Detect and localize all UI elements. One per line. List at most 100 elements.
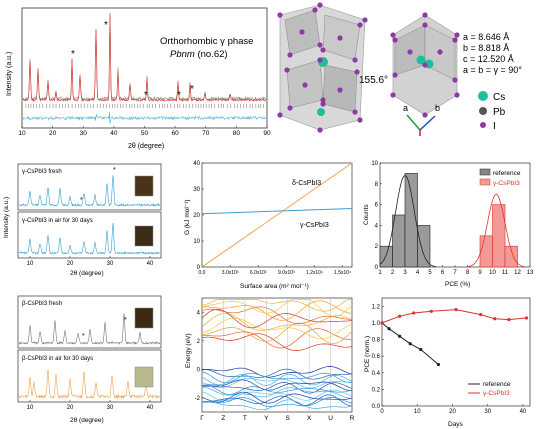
x-tick-label: 0.0 — [199, 270, 206, 276]
conduction-band — [201, 306, 353, 325]
i-atom — [287, 105, 293, 111]
y-tick-label: 10 — [371, 161, 378, 167]
i-atom — [437, 49, 443, 55]
i-atom — [320, 101, 326, 107]
peak-marker: * — [71, 49, 75, 60]
i-atom — [362, 17, 368, 23]
x-tick-label: 11 — [502, 270, 509, 276]
conduction-band — [202, 328, 353, 349]
aged-pattern — [18, 222, 161, 255]
valence-band — [201, 396, 353, 407]
i-atom — [352, 109, 358, 115]
i-atom — [302, 82, 308, 88]
measured-pattern — [22, 12, 267, 102]
y-tick-label: 2 — [375, 244, 379, 250]
i-atom — [392, 37, 398, 43]
x-tick-label: 10 — [489, 270, 496, 276]
valence-band — [201, 368, 353, 380]
pb-legend-icon — [479, 107, 487, 115]
histogram-bar — [379, 245, 393, 268]
x-axis-label: 2θ (degree) — [128, 143, 164, 150]
x-tick-label: 20 — [49, 130, 57, 137]
y-tick-label: 30 — [193, 187, 200, 193]
x-tick-label: 90 — [263, 130, 271, 137]
legend-reference: reference — [493, 170, 521, 177]
x-tick-label: 6 — [441, 270, 445, 276]
k-point-label: X — [307, 415, 312, 422]
aged-label: γ-CsPbI3 in air for 30 days — [22, 218, 93, 224]
y-tick-label: 0 — [375, 265, 379, 271]
valence-band — [201, 382, 353, 394]
y-axis-label: G (kJ mol⁻¹) — [184, 199, 191, 235]
x-tick-label: 1 — [378, 270, 382, 276]
histogram-bar — [504, 245, 518, 268]
data-point — [398, 314, 402, 318]
data-point — [429, 309, 433, 313]
delta-label: δ-CsPbI3 — [292, 180, 321, 187]
i-atom — [337, 35, 343, 41]
histogram-bar — [492, 204, 506, 268]
y-tick-label: 10 — [193, 239, 200, 245]
series-line-1 — [201, 208, 353, 215]
y-tick-label: 40 — [193, 161, 200, 167]
band-structure-panel: Γ Z T Y S X U R 4 2 0 -2 Energy (eV) — [185, 297, 355, 422]
y-tick-label: 1.0 — [372, 321, 381, 327]
x-tick-label: 20 — [449, 409, 456, 415]
i-atom — [320, 47, 326, 53]
conduction-band — [201, 317, 353, 340]
x-axis-label: Surface area (m² mol⁻¹) — [240, 283, 309, 290]
x-axis-label: 2θ (degree) — [70, 270, 104, 277]
x-tick-label: 7 — [453, 270, 457, 276]
i-atom — [317, 42, 323, 48]
bragg-positions — [25, 104, 264, 108]
i-atom — [392, 72, 398, 78]
conduction-band — [201, 299, 352, 312]
lattice-b: b = 8.818 Å — [463, 43, 509, 53]
film-photo-aged — [134, 366, 154, 388]
data-point — [493, 317, 497, 321]
data-point — [436, 362, 440, 367]
legend-gamma: γ-CsPbI3 — [483, 390, 510, 397]
y-tick-label: 0.0 — [372, 404, 381, 410]
histogram-bar — [404, 173, 418, 268]
k-point-label: S — [286, 415, 291, 422]
data-point — [524, 316, 529, 320]
x-tick-label: 12 — [514, 270, 521, 276]
lattice-c: c = 12.520 Å — [463, 54, 514, 64]
bottom-frame — [17, 349, 162, 403]
x-tick-label: 30 — [107, 405, 114, 411]
valence-band — [202, 394, 353, 407]
top-frame — [17, 295, 162, 349]
fresh-label: β-CsPbI3 fresh — [22, 301, 62, 307]
x-tick-label: 40 — [520, 409, 527, 415]
i-atom — [357, 22, 363, 28]
k-point-label: R — [350, 415, 355, 422]
valence-band — [201, 371, 353, 384]
i-atom — [452, 37, 458, 43]
y-tick-label: 0.8 — [372, 338, 381, 344]
x-tick-label: 6.0x10³ — [250, 270, 267, 276]
x-tick-label: 1.5x10⁴ — [334, 270, 351, 276]
cs-atom — [416, 55, 426, 65]
x-tick-label: 3 — [403, 270, 407, 276]
y-axis-label: Intensity (a.u.) — [3, 197, 10, 238]
i-atom — [277, 112, 283, 118]
data-point — [398, 334, 402, 338]
x-tick-label: 30 — [107, 261, 114, 267]
i-atom — [320, 97, 326, 103]
x-axis-label: Days — [448, 421, 464, 428]
data-point — [454, 308, 458, 312]
tilt-angle-label: 155.6° — [359, 75, 388, 86]
i-atom — [317, 57, 323, 63]
i-atom — [284, 67, 290, 73]
i-atom — [337, 87, 343, 93]
x-tick-label: 10 — [414, 409, 421, 415]
gibbs-energy-panel: 0 10 20 30 40 0.0 3.0x10³ 6.0x10³ 9.0x10³ 1.2x10⁴… — [184, 161, 353, 290]
x-axis-label: PCE (%) — [445, 281, 470, 288]
peak-marker: * — [124, 317, 127, 324]
top-frame — [17, 163, 162, 211]
y-tick-label: 1.2 — [372, 304, 381, 310]
plot-frame — [201, 297, 353, 413]
aged-pattern — [18, 369, 161, 400]
histogram-bar — [392, 214, 406, 268]
